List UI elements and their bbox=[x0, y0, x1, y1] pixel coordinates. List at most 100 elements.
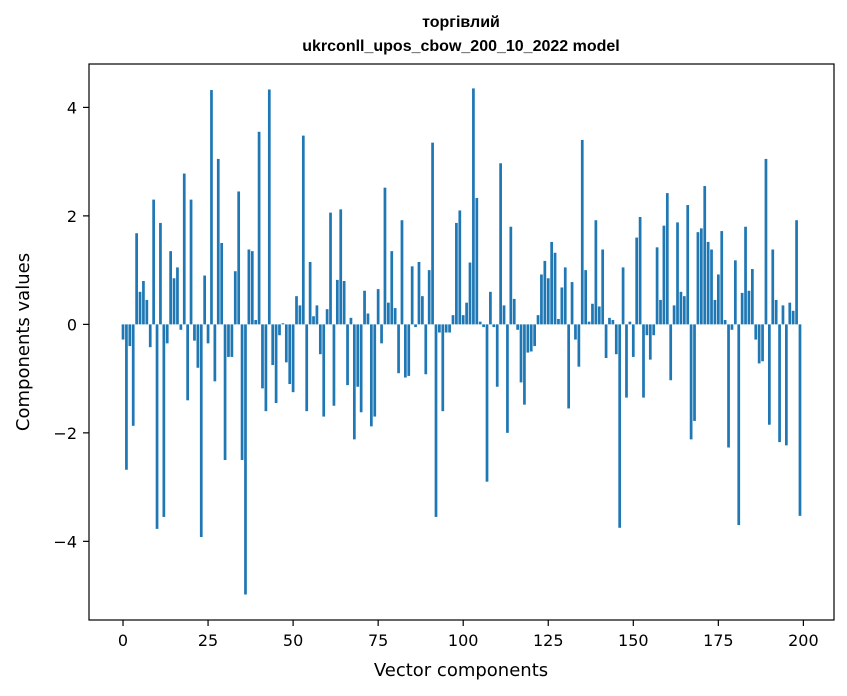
bar bbox=[254, 320, 258, 325]
bar bbox=[261, 324, 264, 389]
bar bbox=[550, 241, 554, 325]
bar bbox=[574, 324, 577, 340]
x-tick-label: 25 bbox=[198, 631, 218, 650]
bar bbox=[669, 324, 673, 381]
bar bbox=[414, 324, 417, 328]
bar bbox=[397, 324, 400, 374]
bar bbox=[247, 249, 251, 325]
bar bbox=[768, 324, 771, 425]
bar bbox=[682, 296, 686, 325]
bar bbox=[342, 280, 346, 325]
bar bbox=[798, 324, 802, 516]
bar bbox=[478, 321, 482, 325]
bar bbox=[322, 324, 326, 417]
bar bbox=[570, 282, 574, 325]
bar bbox=[594, 220, 598, 325]
bar bbox=[512, 298, 516, 325]
bar bbox=[693, 324, 696, 421]
bar bbox=[240, 324, 244, 460]
bar bbox=[648, 324, 652, 360]
bar bbox=[730, 324, 734, 330]
bar bbox=[475, 197, 479, 325]
bar bbox=[434, 324, 438, 517]
bar bbox=[400, 220, 404, 325]
bar bbox=[461, 315, 465, 325]
bar bbox=[339, 209, 343, 325]
bar bbox=[417, 261, 421, 325]
bar bbox=[271, 324, 275, 366]
bar-series bbox=[121, 88, 802, 595]
bar bbox=[489, 291, 492, 325]
bar bbox=[723, 320, 727, 325]
bar bbox=[747, 290, 751, 325]
bar bbox=[301, 135, 305, 325]
bar bbox=[335, 279, 339, 325]
bar bbox=[441, 324, 445, 412]
bar bbox=[189, 199, 193, 325]
bar bbox=[346, 324, 349, 386]
bar bbox=[655, 247, 659, 325]
bar bbox=[376, 289, 380, 325]
bar bbox=[359, 324, 363, 413]
bar bbox=[148, 324, 152, 348]
bar bbox=[720, 231, 724, 325]
bar bbox=[509, 226, 513, 325]
bar bbox=[676, 222, 679, 325]
bar bbox=[706, 241, 710, 325]
bar bbox=[468, 262, 472, 325]
chart-title-line1: торгівлий bbox=[422, 14, 500, 31]
bar bbox=[455, 222, 458, 325]
bar bbox=[696, 232, 700, 325]
bar bbox=[472, 88, 475, 325]
bar bbox=[771, 249, 775, 325]
bar bbox=[523, 324, 526, 405]
bar bbox=[131, 324, 135, 426]
bar bbox=[519, 324, 523, 383]
bar bbox=[220, 243, 224, 325]
y-tick-label: 0 bbox=[67, 315, 77, 334]
bar bbox=[631, 324, 635, 357]
bar bbox=[332, 324, 336, 406]
bar bbox=[199, 324, 203, 538]
bar bbox=[499, 163, 502, 325]
bar bbox=[145, 299, 149, 325]
bar bbox=[448, 324, 451, 333]
bar bbox=[781, 305, 785, 325]
bar bbox=[625, 324, 628, 398]
bar bbox=[540, 274, 543, 325]
bar bbox=[305, 324, 309, 412]
bar bbox=[393, 308, 397, 325]
bar bbox=[608, 317, 611, 325]
bar bbox=[390, 251, 394, 325]
y-tick-label: 4 bbox=[67, 98, 77, 117]
bar bbox=[169, 251, 172, 325]
bar bbox=[159, 222, 162, 325]
bar bbox=[733, 260, 737, 325]
bar bbox=[635, 237, 639, 325]
bar bbox=[284, 324, 288, 363]
bar bbox=[125, 324, 128, 470]
bar bbox=[210, 90, 213, 325]
bar bbox=[699, 228, 703, 325]
bar bbox=[778, 324, 781, 443]
bar bbox=[591, 303, 594, 325]
bar bbox=[672, 305, 676, 325]
bar bbox=[662, 225, 666, 325]
bar bbox=[601, 249, 605, 325]
bar bbox=[325, 309, 329, 325]
x-tick-label: 50 bbox=[283, 631, 303, 650]
bar bbox=[349, 317, 353, 325]
plot-frame bbox=[88, 63, 835, 621]
bar bbox=[182, 173, 186, 325]
bar bbox=[410, 266, 414, 325]
bar bbox=[529, 324, 533, 352]
bar bbox=[764, 158, 768, 325]
bar bbox=[288, 324, 292, 385]
bar bbox=[642, 324, 645, 398]
bar bbox=[308, 261, 312, 325]
bar bbox=[495, 324, 499, 387]
bar bbox=[165, 324, 169, 344]
bar bbox=[407, 324, 411, 376]
x-tick-label: 0 bbox=[118, 631, 128, 650]
bar bbox=[563, 267, 567, 325]
